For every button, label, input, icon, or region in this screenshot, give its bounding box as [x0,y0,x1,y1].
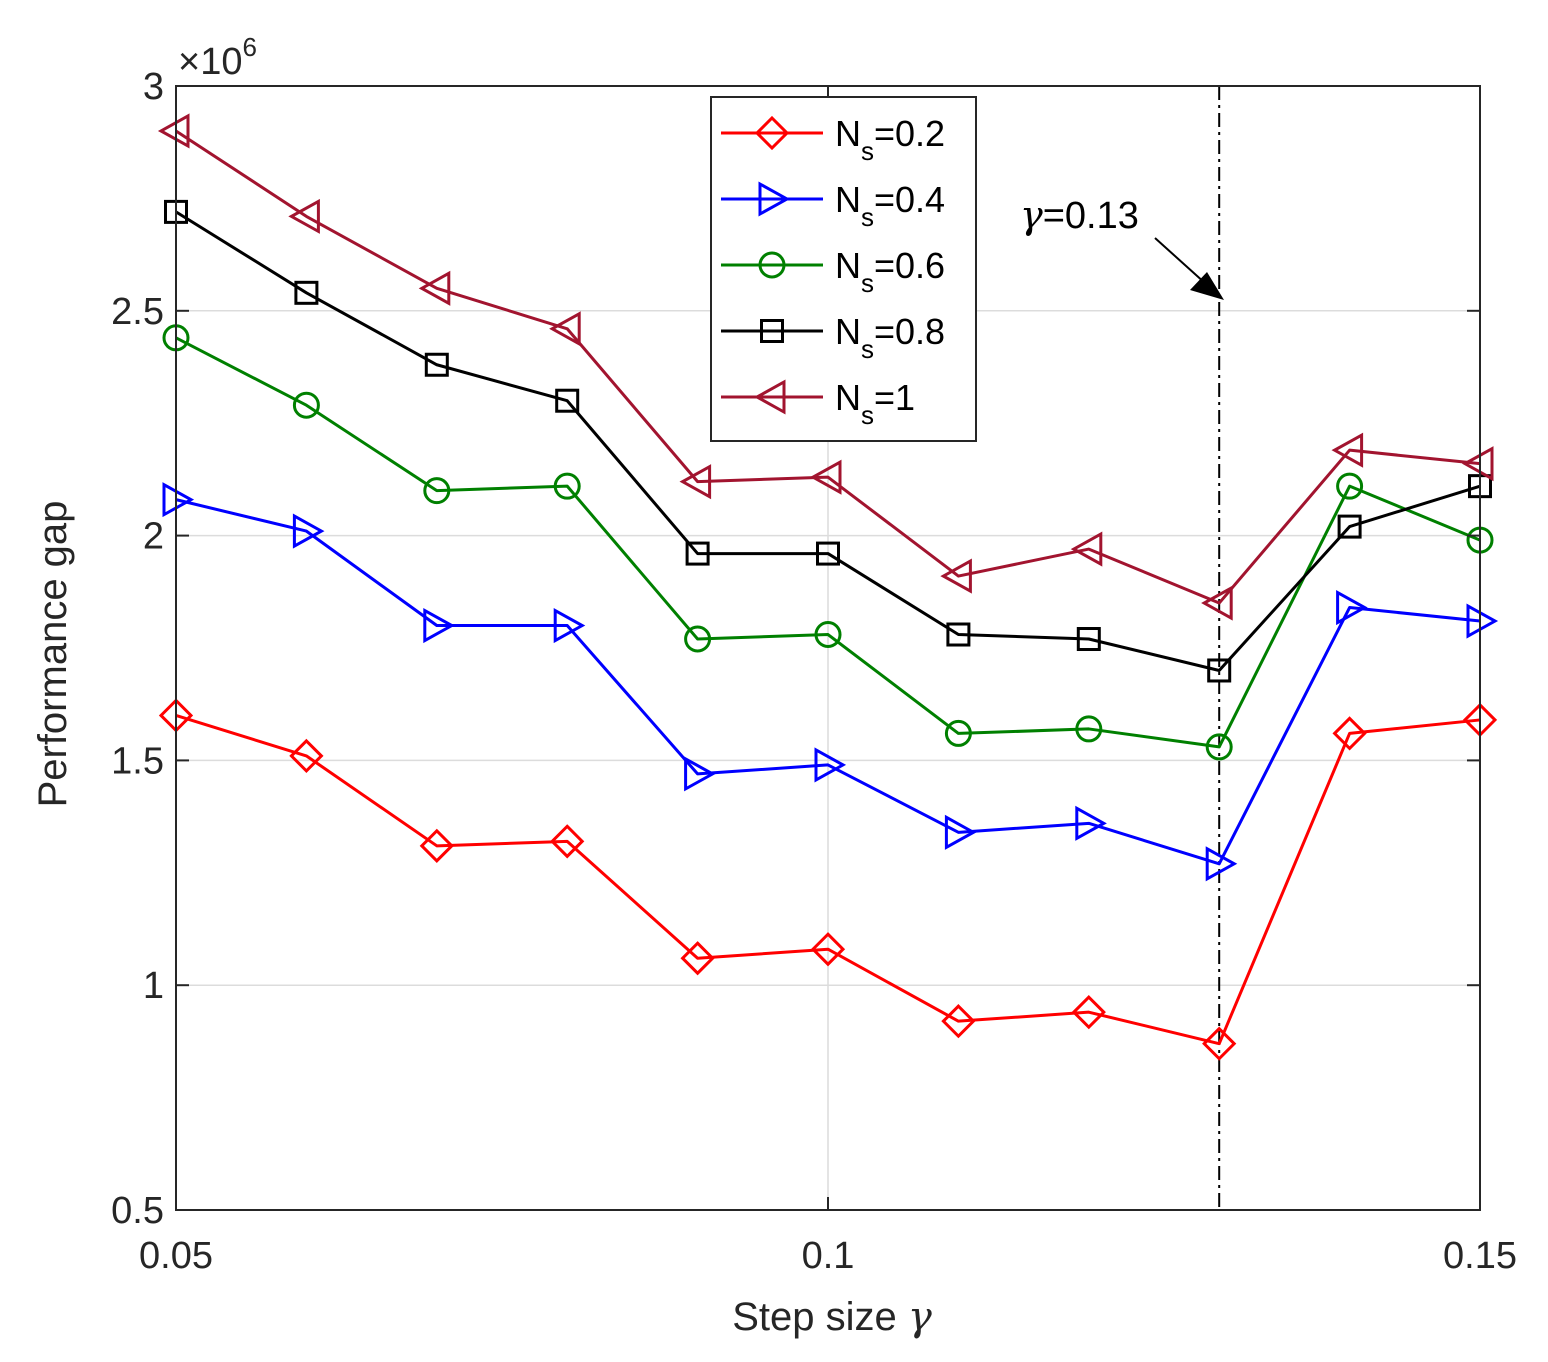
series-1 [158,698,1498,1061]
tick-labels: 0.5 1 1.5 2 2.5 3 0.05 0.1 0.15 [111,66,1517,1277]
legend-label: Ns=1 [835,377,915,430]
x-tick-label: 0.15 [1443,1235,1517,1277]
legend-label: Ns=0.8 [835,311,945,364]
data-point-circle [1075,715,1103,743]
data-point-diamond [1332,716,1367,751]
data-point-circle [423,477,451,505]
data-point-diamond [289,738,324,774]
series-line [175,336,1481,749]
series-line [175,210,1481,672]
data-point-circle [1205,733,1233,761]
data-point-triangle-right [292,513,325,549]
series-5 [157,113,1494,621]
annotation-arrow-head [1190,272,1224,300]
data-point-circle [1336,472,1364,500]
x-axis-title: Step size γ [732,1294,932,1340]
y-axis-exponent: ×106 [178,32,257,83]
data-point-circle [292,391,320,419]
data-point-triangle-left [809,459,842,495]
legend-entry: Ns=0.4 [721,179,945,232]
data-point-circle [758,251,786,279]
data-point-triangle-left [549,311,581,347]
series-2 [162,482,1499,882]
data-point-diamond [941,1004,976,1039]
data-point-square [555,388,580,413]
data-point-triangle-left [1070,531,1103,567]
data-point-triangle-right [1336,589,1368,626]
data-point-triangle-left [679,464,712,500]
series-line [175,714,1481,1046]
data-point-triangle-right [684,756,716,792]
data-point-triangle-right [162,482,195,518]
data-point-diamond [1202,1026,1237,1061]
data-point-triangle-right [758,181,791,217]
data-point-diamond [680,941,715,976]
data-point-triangle-right [423,607,455,644]
legend-box [710,96,977,442]
data-point-triangle-right [553,607,586,644]
data-point-triangle-left [940,558,972,594]
data-point-triangle-left [1201,585,1233,621]
data-point-circle [684,625,712,653]
data-point-diamond [1071,995,1106,1030]
data-point-triangle-right [1205,846,1238,882]
data-point-triangle-left [288,198,320,234]
data-point-square [1207,658,1232,683]
data-point-square [816,541,840,566]
data-point-triangle-left [753,379,786,415]
y-tick-label: 1.5 [111,740,164,782]
legend-label: Ns=0.2 [835,113,945,166]
y-tick-label: 2.5 [111,291,164,333]
data-point-square [424,352,449,377]
legend: Ns=0.2 Ns=0.4 Ns=0.6 Ns=0.8 Ns=1 [710,96,977,442]
legend-entry: Ns=0.6 [721,245,945,298]
data-point-diamond [550,824,585,859]
data-point-square [760,319,784,343]
legend-label: Ns=0.6 [835,245,945,298]
legend-entry: Ns=1 [721,377,915,430]
y-axis-title: Performance gap [31,501,75,808]
data-point-triangle-left [1461,446,1494,482]
axes-frame [175,85,1481,1211]
data-point-diamond [754,115,790,151]
data-point-triangle-left [418,270,451,306]
data-point-triangle-right [1075,805,1107,841]
legend-entries: Ns=0.2 Ns=0.4 Ns=0.6 Ns=0.8 Ns=1 [721,113,945,430]
data-point-square [946,622,971,647]
data-point-triangle-right [944,814,977,850]
y-tick-label: 3 [143,66,164,108]
y-tick-label: 0.5 [111,1190,164,1232]
series-line [175,498,1481,866]
y-tick-label: 1 [143,965,164,1007]
x-tick-label: 0.1 [802,1235,855,1277]
data-point-circle [553,472,581,500]
legend-entry: Ns=0.2 [721,113,945,166]
series-layer [157,113,1499,1061]
data-point-triangle-right [1466,603,1499,639]
y-tick-label: 2 [143,516,164,558]
legend-entry: Ns=0.8 [721,311,945,364]
data-point-square [294,280,319,305]
gamma-annotation: γ=0.13 [1020,193,1224,300]
legend-label: Ns=0.4 [835,179,945,232]
data-point-triangle-right [814,747,847,783]
data-point-diamond [810,932,846,967]
data-point-triangle-left [157,113,190,149]
data-point-circle [944,719,972,747]
series-line [175,129,1481,605]
x-tick-label: 0.05 [139,1235,213,1277]
data-point-circle [814,621,842,649]
data-point-square [1076,627,1101,652]
data-point-triangle-left [1331,432,1364,468]
annotation-label: γ=0.13 [1020,193,1139,237]
data-point-diamond [419,828,454,863]
data-point-square [685,541,710,566]
data-point-square [1337,514,1362,539]
